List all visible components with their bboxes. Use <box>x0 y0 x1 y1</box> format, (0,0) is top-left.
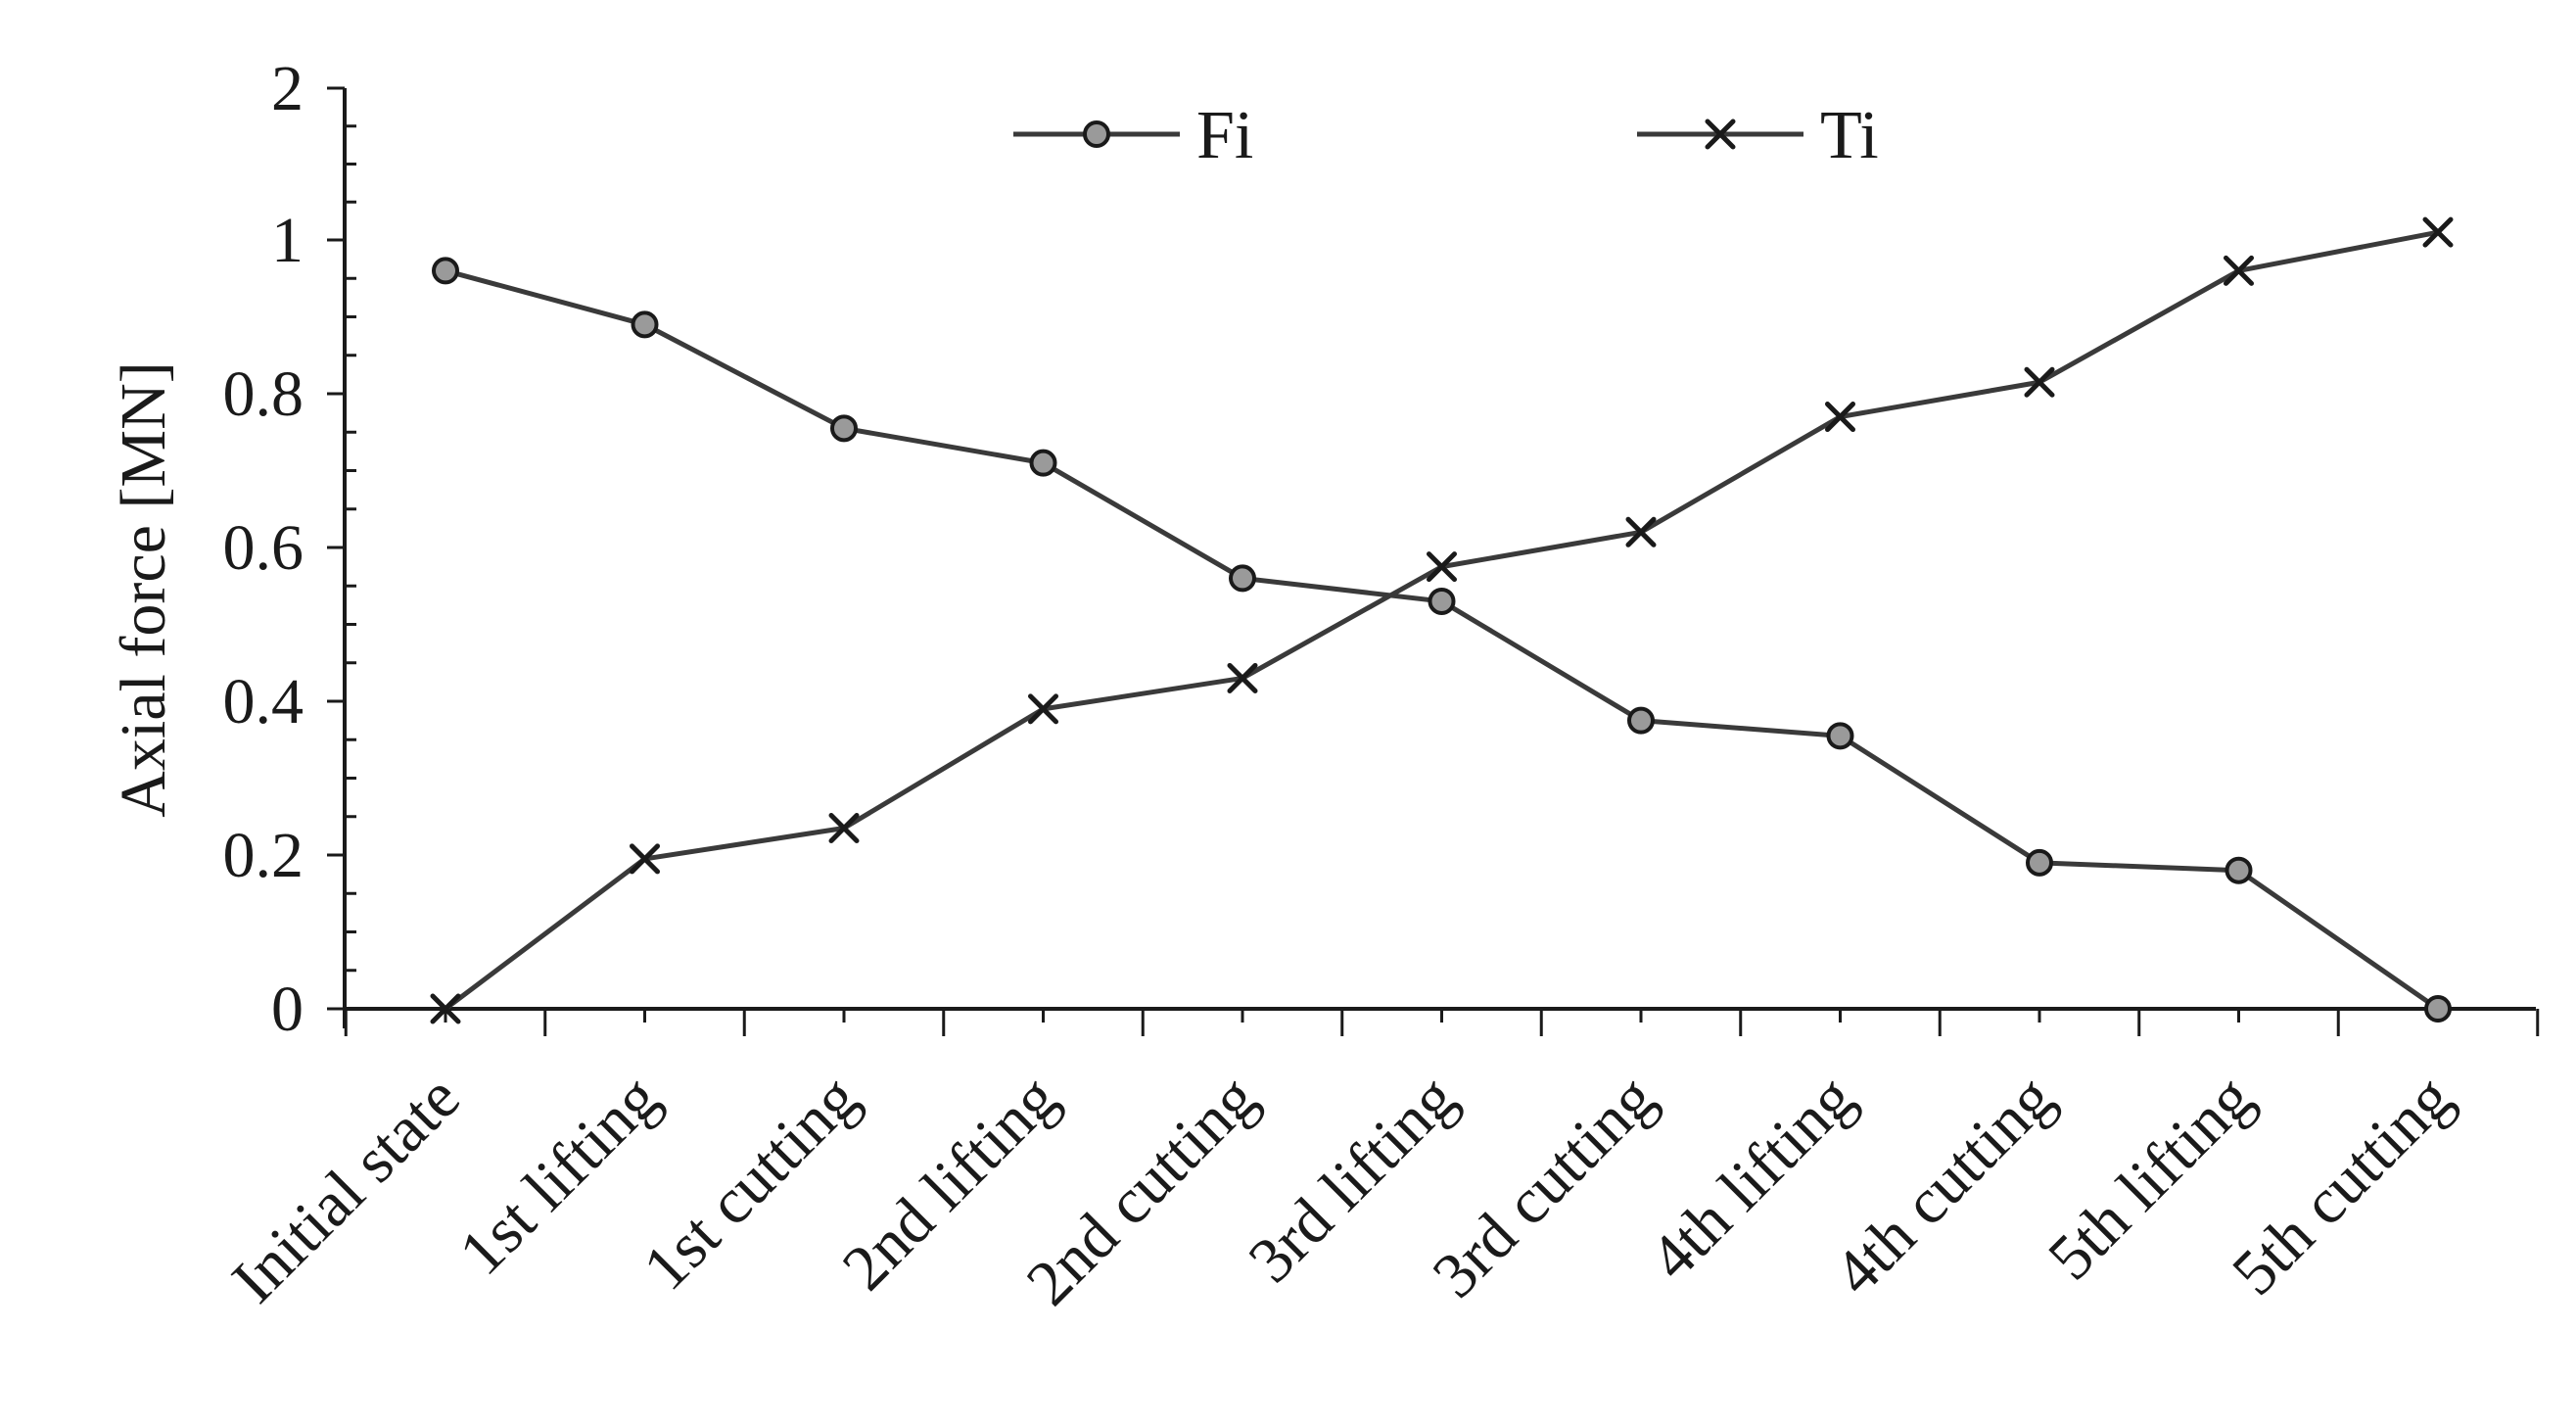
y-tick-label: 0.4 <box>223 666 304 737</box>
y-tick-label: 0.6 <box>223 512 304 584</box>
data-point-x <box>1227 662 1258 693</box>
legend-label: Fi <box>1196 98 1253 173</box>
legend: Fi Ti <box>1013 98 1879 173</box>
y-tick-label: 0.2 <box>223 820 304 891</box>
data-point-circle <box>2026 848 2053 877</box>
data-point-x <box>2224 255 2254 286</box>
series-line-ti <box>444 229 2439 1011</box>
data-point-x <box>1705 119 1736 150</box>
y-tick-label: 1 <box>271 205 304 276</box>
data-point-x <box>1625 516 1657 547</box>
x-tick-label: 5th cutting <box>2219 1062 2466 1309</box>
data-point-circle <box>1428 587 1456 615</box>
y-tick-label: 0 <box>271 974 304 1045</box>
data-point-x <box>828 813 860 844</box>
series-line-fi <box>445 267 2440 1012</box>
data-point-x <box>2422 216 2454 248</box>
legend-item-fi: Fi <box>1013 98 1253 173</box>
data-point-x <box>430 993 461 1024</box>
data-point-x <box>630 843 660 875</box>
data-point-circle <box>2424 995 2452 1023</box>
legend-item-ti: Ti <box>1637 98 1879 173</box>
data-point-circle <box>830 414 858 443</box>
data-point-circle <box>1826 722 1854 750</box>
data-point-circle <box>1083 120 1110 148</box>
y-axis-title: Axial force [MN] <box>108 361 179 817</box>
data-point-circle <box>1029 449 1057 477</box>
data-point-circle <box>432 257 459 285</box>
y-tick-label: 2 <box>271 53 304 124</box>
data-point-x <box>2024 366 2055 398</box>
data-point-circle <box>1627 706 1655 735</box>
x-tick-label: 4th cutting <box>1820 1062 2068 1309</box>
series-layer <box>430 216 2454 1024</box>
data-point-circle <box>631 310 659 339</box>
data-point-x <box>1427 551 1457 583</box>
data-point-circle <box>2225 856 2253 884</box>
x-tick-label: Initial state <box>218 1062 473 1316</box>
data-point-x <box>1028 693 1058 725</box>
y-tick-label: 0.8 <box>223 358 304 430</box>
x-tick-label: 1st cutting <box>630 1062 871 1304</box>
data-point-circle <box>1229 564 1256 593</box>
data-point-x <box>1825 402 1855 433</box>
legend-label: Ti <box>1820 98 1879 173</box>
